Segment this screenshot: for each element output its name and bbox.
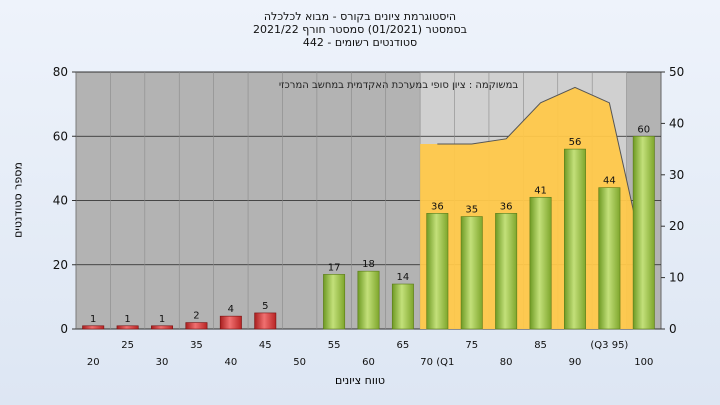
bar-55 xyxy=(323,274,346,330)
data-label-55: 17 xyxy=(328,262,341,273)
bar-60 xyxy=(357,270,380,330)
bar-85 xyxy=(529,196,552,330)
bar-80 xyxy=(495,213,518,330)
y2-tick-label: 20 xyxy=(669,219,684,233)
y-tick-label: 40 xyxy=(53,194,68,208)
bar-45 xyxy=(254,312,277,330)
bar-70 xyxy=(426,213,449,330)
x-tick-label-lower: 80 xyxy=(500,357,513,368)
x-tick-label-lower: 60 xyxy=(362,357,375,368)
x-tick-label-upper: 85 xyxy=(534,340,547,351)
chart-title-block: היסטוגרמת ציונים בקורס - מבוא לכלכלה בסמ… xyxy=(0,10,720,49)
data-label-20: 1 xyxy=(90,314,96,325)
y2-tick-label: 50 xyxy=(669,65,684,79)
x-tick-label-upper: 25 xyxy=(121,340,134,351)
x-tick-label-upper: 65 xyxy=(397,340,410,351)
bar-65 xyxy=(391,283,414,330)
chart-subtitle-2: סטודנטים רשומים - 442 xyxy=(302,36,418,49)
x-axis-label: טווח ציונים xyxy=(335,374,385,387)
data-label-85: 41 xyxy=(534,185,547,196)
x-tick-label-upper: 75 xyxy=(465,340,478,351)
y-tick-label: 0 xyxy=(60,322,68,336)
data-label-90: 56 xyxy=(569,137,582,148)
distribution-curve xyxy=(437,86,645,258)
y-tick-label: 20 xyxy=(53,258,68,272)
bar-100 xyxy=(632,135,655,330)
bar-35 xyxy=(185,322,208,330)
chart-title: היסטוגרמת ציונים בקורס - מבוא לכלכלה xyxy=(263,10,457,23)
data-label-35: 2 xyxy=(193,311,199,322)
bar-25 xyxy=(116,325,139,330)
data-label-80: 36 xyxy=(500,201,513,212)
x-tick-label-upper: (Q3 95) xyxy=(590,340,628,351)
x-tick-label-lower: 50 xyxy=(293,357,306,368)
data-label-60: 18 xyxy=(362,259,375,270)
bar-90 xyxy=(564,148,586,330)
y-tick-label: 80 xyxy=(53,65,68,79)
y-axis-label: מספר סטודנטים xyxy=(11,162,25,238)
bar-20 xyxy=(82,325,105,330)
y2-tick-label: 30 xyxy=(669,168,684,182)
x-tick-label-lower: 30 xyxy=(156,357,169,368)
data-label-100: 60 xyxy=(637,124,650,135)
data-label-25: 1 xyxy=(124,314,130,325)
y2-tick-label: 0 xyxy=(669,322,677,336)
x-tick-label-upper: 55 xyxy=(328,340,341,351)
y2-tick-label: 10 xyxy=(669,271,684,285)
x-tick-label-lower: 20 xyxy=(87,357,100,368)
data-label-75: 35 xyxy=(465,205,478,216)
x-tick-label-lower: 70 (Q1 xyxy=(420,357,454,368)
y-tick-label: 60 xyxy=(53,129,68,143)
data-label-30: 1 xyxy=(159,314,165,325)
data-label-45: 5 xyxy=(262,301,268,312)
chart-annotation: במשוקמה : ציון סופי במערכת האקדמית במחשב… xyxy=(279,80,519,91)
x-tick-label-lower: 90 xyxy=(569,357,582,368)
bar-75 xyxy=(460,216,483,330)
x-tick-label-upper: 35 xyxy=(190,340,203,351)
data-label-40: 4 xyxy=(228,304,234,315)
data-label-70: 36 xyxy=(431,201,444,212)
bar-30 xyxy=(151,325,173,330)
y2-tick-label: 40 xyxy=(669,116,684,130)
x-tick-label-upper: 45 xyxy=(259,340,272,351)
data-label-95: 44 xyxy=(603,176,616,187)
chart-subtitle: בסמסטר (01/2021) סמסטר חורף 2021/22 xyxy=(253,23,467,36)
bar-95 xyxy=(598,187,621,330)
data-label-65: 14 xyxy=(397,272,410,283)
bar-40 xyxy=(219,315,242,330)
x-tick-label-lower: 100 xyxy=(634,357,653,368)
x-tick-label-lower: 40 xyxy=(224,357,237,368)
